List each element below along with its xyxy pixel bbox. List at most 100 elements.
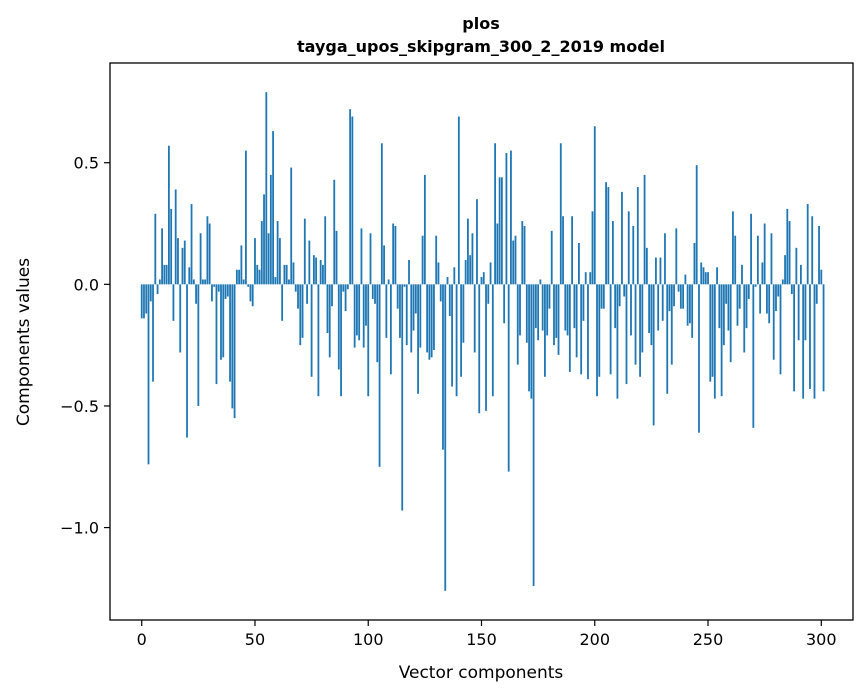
bar: [414, 284, 417, 314]
bar: [600, 284, 603, 309]
bar: [229, 284, 231, 382]
bar: [578, 242, 580, 285]
bar: [555, 284, 558, 338]
bar: [288, 279, 290, 285]
bar: [433, 284, 435, 351]
x-tick-label: 200: [579, 630, 610, 649]
bar: [702, 267, 705, 285]
bar: [177, 238, 179, 285]
bar: [394, 225, 397, 285]
bar: [734, 235, 737, 285]
bar: [430, 284, 433, 358]
bar: [380, 143, 383, 285]
bar: [788, 221, 791, 285]
bar: [541, 284, 544, 331]
bar: [211, 284, 213, 302]
bar: [446, 277, 449, 285]
bar: [476, 199, 478, 285]
bar: [421, 235, 424, 285]
bar: [367, 284, 370, 397]
x-tick-label: 300: [806, 630, 837, 649]
bar: [752, 284, 755, 428]
bar: [779, 284, 782, 375]
bar: [462, 284, 465, 343]
bar: [163, 264, 166, 285]
bar: [682, 284, 685, 309]
bar: [770, 233, 773, 285]
bar: [639, 284, 641, 377]
bar: [580, 284, 583, 375]
x-tick-label: 0: [137, 630, 147, 649]
bar: [158, 279, 161, 285]
bar: [188, 267, 191, 285]
bar: [759, 284, 762, 314]
bar: [471, 233, 474, 285]
bar: [695, 165, 698, 285]
bar: [666, 284, 669, 394]
bar: [729, 284, 732, 363]
bar: [537, 284, 540, 341]
bar: [793, 284, 796, 392]
bar: [741, 264, 743, 285]
bar: [290, 167, 293, 285]
bar: [763, 223, 766, 285]
bar: [299, 284, 302, 346]
bar: [197, 284, 200, 406]
bar: [505, 153, 508, 285]
bar: [630, 284, 632, 336]
bar: [453, 267, 456, 285]
bar: [437, 262, 440, 285]
bar: [689, 284, 691, 324]
bar: [278, 238, 281, 285]
bar: [331, 284, 333, 307]
bar: [512, 240, 515, 285]
bar: [247, 284, 250, 287]
bar: [396, 284, 399, 309]
bar: [616, 284, 619, 399]
bar: [403, 284, 406, 287]
bar: [636, 187, 639, 285]
bar: [374, 284, 376, 304]
bar: [143, 284, 145, 319]
bar: [233, 284, 236, 419]
bar: [258, 269, 261, 285]
bar: [389, 284, 392, 375]
bar: [186, 284, 188, 438]
bar: [521, 221, 524, 285]
bar: [698, 284, 700, 433]
bar: [768, 284, 771, 324]
bar: [340, 284, 342, 397]
bar: [147, 284, 150, 465]
y-tick-label: −0.5: [60, 397, 99, 416]
bar: [691, 284, 694, 338]
bar: [283, 264, 286, 285]
bar: [745, 284, 748, 329]
bar: [274, 277, 277, 285]
bar: [550, 230, 553, 285]
bar: [312, 255, 315, 285]
bar: [385, 284, 388, 338]
bar: [428, 284, 431, 360]
bar: [224, 284, 227, 299]
bar: [260, 221, 263, 285]
bar: [709, 284, 712, 382]
bar: [190, 204, 193, 285]
bar: [528, 284, 530, 392]
bar: [215, 284, 218, 385]
bar: [607, 187, 610, 285]
bar: [161, 228, 163, 285]
bar: [818, 225, 820, 285]
bar: [539, 279, 542, 285]
bar: [686, 284, 689, 326]
bar: [267, 233, 270, 285]
bar: [722, 284, 725, 346]
bar: [358, 284, 361, 341]
bar: [632, 225, 635, 285]
bar: [797, 284, 800, 341]
bar: [272, 131, 274, 285]
bar: [226, 284, 229, 297]
bar: [301, 284, 304, 338]
bar: [378, 284, 381, 467]
bar: [652, 284, 655, 426]
